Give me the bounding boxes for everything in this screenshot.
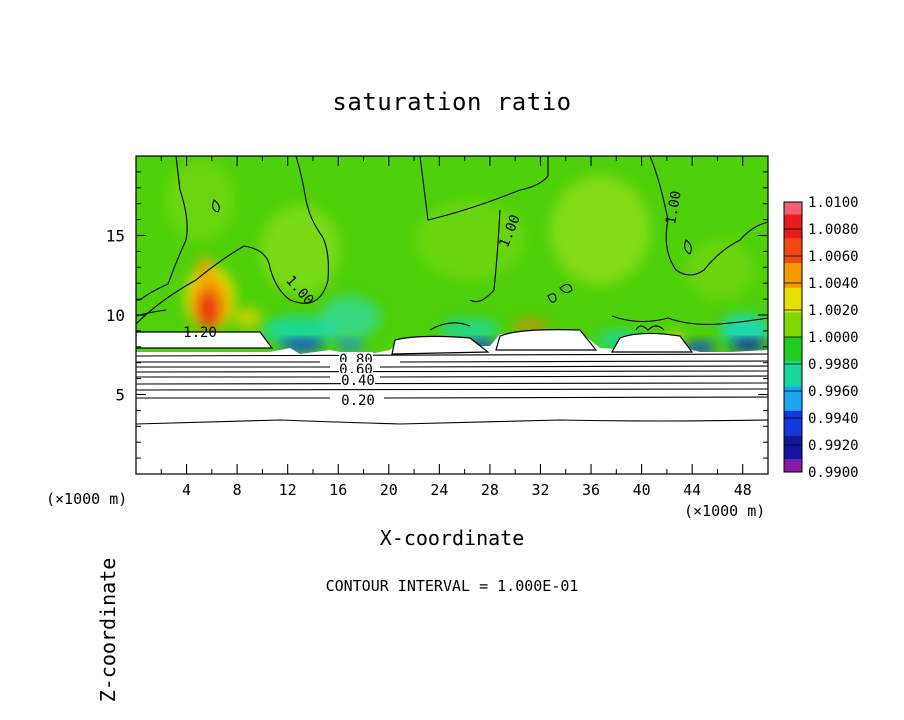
contour-label: 1.20 bbox=[183, 325, 217, 341]
colorbar-swatch bbox=[784, 312, 802, 337]
colorbar-swatch bbox=[784, 202, 802, 215]
contour-label-bg bbox=[341, 373, 375, 386]
x-axis: 4 8 12 16 20 24 28 32 36 40 44 48 bbox=[160, 156, 752, 499]
y-axis-title: Z-coordinate bbox=[96, 557, 120, 703]
lower-contours bbox=[136, 353, 768, 425]
y-tick-label: 10 bbox=[106, 306, 125, 325]
contour-label: 1.00 bbox=[663, 190, 685, 226]
colorbar-label: 1.0080 bbox=[808, 222, 859, 238]
contour-label-bg bbox=[341, 393, 375, 406]
x-tick-label: 16 bbox=[329, 481, 347, 499]
contour-lines bbox=[136, 156, 768, 331]
colorbar-swatch bbox=[784, 459, 802, 472]
x-tick-label: 40 bbox=[633, 481, 651, 499]
contour-label: 0.20 bbox=[341, 393, 375, 409]
y-tick-label: 5 bbox=[115, 386, 125, 405]
colorbar-label: 0.9900 bbox=[808, 465, 859, 481]
colorbar-swatch bbox=[784, 435, 802, 460]
contour-label-bg bbox=[339, 352, 373, 365]
colorbar-label: 1.0000 bbox=[808, 330, 859, 346]
colorbar-swatch bbox=[784, 386, 802, 411]
contour-interval-note: CONTOUR INTERVAL = 1.000E-01 bbox=[325, 577, 579, 595]
colorbar-swatch bbox=[784, 410, 802, 436]
x-tick-label: 32 bbox=[531, 481, 549, 499]
colorbar-label: 1.0040 bbox=[808, 276, 859, 292]
colorbar-label: 1.0060 bbox=[808, 249, 859, 265]
colorbar-label: 0.9980 bbox=[808, 357, 859, 373]
x-tick-label: 48 bbox=[734, 481, 752, 499]
contour-label-bg bbox=[339, 362, 373, 375]
x-tick-label: 36 bbox=[582, 481, 600, 499]
colorbar-label: 1.0100 bbox=[808, 195, 859, 211]
colorbar-label: 0.9920 bbox=[808, 438, 859, 454]
colorbar-swatch bbox=[784, 263, 802, 288]
colorbar-swatch bbox=[784, 361, 802, 387]
colorbar-swatch bbox=[784, 337, 802, 362]
x-unit-label-left: (×1000 m) bbox=[46, 490, 128, 508]
chart-title: saturation ratio bbox=[332, 88, 572, 116]
colorbar-swatch bbox=[784, 238, 802, 264]
x-tick-label: 12 bbox=[279, 481, 297, 499]
colorbar-swatch bbox=[784, 287, 802, 313]
colorbar-label: 0.9960 bbox=[808, 384, 859, 400]
x-tick-label: 44 bbox=[683, 481, 701, 499]
contour-label-group: 1.001.001.001.200.800.600.400.20 bbox=[183, 190, 685, 409]
x-unit-label-right: (×1000 m) bbox=[684, 502, 766, 520]
contour-label-text: 0.40 bbox=[341, 373, 375, 389]
x-axis-title: X-coordinate bbox=[379, 526, 525, 550]
colorbar-swatch bbox=[784, 214, 802, 239]
x-tick-label: 20 bbox=[380, 481, 398, 499]
contour-label-text: 1.00 bbox=[663, 190, 685, 226]
figure: saturation ratio bbox=[46, 88, 859, 702]
x-tick-label: 28 bbox=[481, 481, 499, 499]
y-axis: 5 10 15 bbox=[106, 171, 768, 459]
contour-label-text: 0.20 bbox=[341, 393, 375, 409]
colorbar: 1.0100 1.0080 1.0060 1.0040 1.0020 1.0000 0.99… bbox=[783, 195, 859, 481]
contour-label: 0.40 bbox=[341, 373, 375, 389]
colorbar-label: 1.0020 bbox=[808, 303, 859, 319]
colorbar-label: 0.9940 bbox=[808, 411, 859, 427]
y-tick-label: 15 bbox=[106, 227, 125, 246]
contour-label-text: 1.20 bbox=[183, 325, 217, 341]
heatmap-field bbox=[136, 156, 768, 474]
x-tick-label: 24 bbox=[430, 481, 448, 499]
x-tick-label: 8 bbox=[233, 481, 242, 499]
x-tick-label: 4 bbox=[182, 481, 191, 499]
